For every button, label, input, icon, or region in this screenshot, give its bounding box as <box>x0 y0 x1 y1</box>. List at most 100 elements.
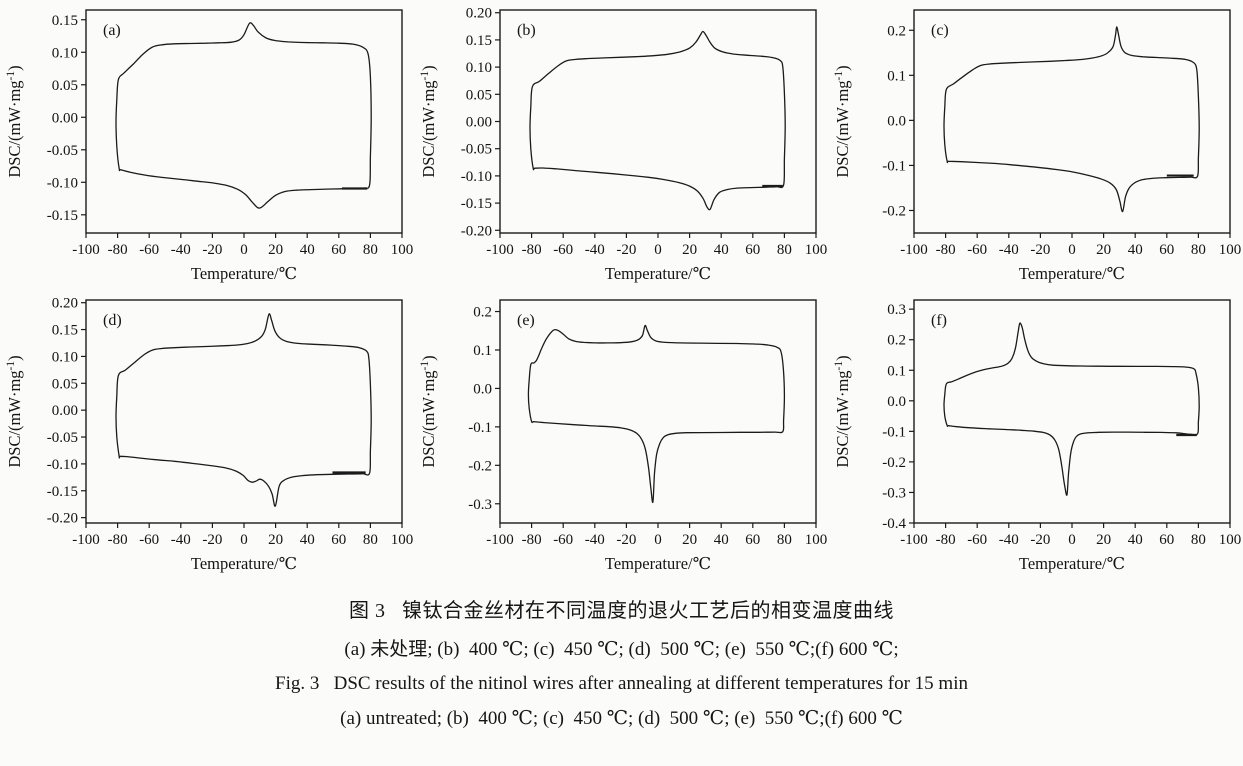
svg-text:DSC/(mW·mg-1): DSC/(mW·mg-1) <box>5 355 24 467</box>
svg-text:(d): (d) <box>103 312 122 329</box>
svg-text:20: 20 <box>682 532 697 548</box>
svg-text:20: 20 <box>1096 532 1111 548</box>
svg-text:-0.2: -0.2 <box>882 455 906 471</box>
svg-text:0.2: 0.2 <box>887 23 906 39</box>
svg-text:Temperature/℃: Temperature/℃ <box>191 554 297 573</box>
svg-text:40: 40 <box>300 242 315 258</box>
svg-text:-100: -100 <box>900 242 928 258</box>
svg-text:0.0: 0.0 <box>887 394 906 410</box>
svg-text:60: 60 <box>331 242 346 258</box>
svg-text:0.10: 0.10 <box>52 45 78 61</box>
dsc-plot-f: -100 -80 -60 -40 -20 0 20 40 60 80 100 0.3 0.2 0.1 0.0… <box>833 299 1242 573</box>
svg-text:-40: -40 <box>585 532 605 548</box>
svg-text:-60: -60 <box>967 532 987 548</box>
svg-text:0: 0 <box>654 532 662 548</box>
svg-text:-60: -60 <box>139 242 159 258</box>
svg-text:-0.05: -0.05 <box>47 143 78 159</box>
panel-f: -100 -80 -60 -40 -20 0 20 40 60 80 100 0.3 0.2 0.1 0.0… <box>828 290 1242 580</box>
svg-text:-80: -80 <box>522 532 542 548</box>
caption-title-zh: 图 3 镍钛合金丝材在不同温度的退火工艺后的相变温度曲线 <box>349 600 894 622</box>
svg-text:-0.1: -0.1 <box>882 158 906 174</box>
svg-text:(f): (f) <box>931 312 947 329</box>
svg-text:-80: -80 <box>108 242 128 258</box>
svg-text:-60: -60 <box>139 532 159 548</box>
svg-text:20: 20 <box>682 242 697 258</box>
svg-text:40: 40 <box>1128 242 1143 258</box>
svg-text:40: 40 <box>300 532 315 548</box>
svg-text:(c): (c) <box>931 22 949 39</box>
svg-text:0.00: 0.00 <box>52 110 78 126</box>
svg-text:-0.3: -0.3 <box>882 485 906 501</box>
svg-text:80: 80 <box>363 242 378 258</box>
svg-text:0.05: 0.05 <box>52 78 78 94</box>
svg-text:80: 80 <box>1191 242 1206 258</box>
svg-text:-100: -100 <box>72 532 100 548</box>
svg-text:-100: -100 <box>486 532 514 548</box>
svg-text:-100: -100 <box>72 242 100 258</box>
svg-text:0.10: 0.10 <box>466 60 492 76</box>
svg-text:0.2: 0.2 <box>887 333 906 349</box>
svg-text:DSC/(mW·mg-1): DSC/(mW·mg-1) <box>833 355 852 467</box>
svg-text:80: 80 <box>1191 532 1206 548</box>
svg-text:0.15: 0.15 <box>466 33 492 49</box>
svg-text:Temperature/℃: Temperature/℃ <box>1019 554 1125 573</box>
svg-text:100: 100 <box>1219 532 1242 548</box>
svg-text:-0.10: -0.10 <box>461 169 492 185</box>
svg-text:-0.15: -0.15 <box>461 196 492 212</box>
svg-text:0.05: 0.05 <box>466 87 492 103</box>
svg-text:-0.2: -0.2 <box>468 458 492 474</box>
svg-text:-20: -20 <box>616 242 636 258</box>
svg-text:DSC/(mW·mg-1): DSC/(mW·mg-1) <box>833 65 852 177</box>
svg-text:100: 100 <box>805 532 828 548</box>
svg-text:0: 0 <box>1068 532 1076 548</box>
svg-text:-100: -100 <box>486 242 514 258</box>
dsc-plot-b: -100 -80 -60 -40 -20 0 20 40 60 80 100 0.20 0.15 0.10… <box>419 6 828 283</box>
svg-text:-40: -40 <box>171 242 191 258</box>
svg-text:-80: -80 <box>936 242 956 258</box>
svg-text:60: 60 <box>1159 532 1174 548</box>
svg-text:Temperature/℃: Temperature/℃ <box>605 264 711 283</box>
svg-text:-100: -100 <box>900 532 928 548</box>
svg-text:100: 100 <box>805 242 828 258</box>
svg-text:0.1: 0.1 <box>887 363 906 379</box>
svg-text:60: 60 <box>1159 242 1174 258</box>
panel-c: -100 -80 -60 -40 -20 0 20 40 60 80 100 0.2 0.1 0.0 -0.… <box>828 0 1242 290</box>
svg-text:40: 40 <box>1128 532 1143 548</box>
svg-text:0.20: 0.20 <box>52 296 78 312</box>
svg-text:60: 60 <box>745 242 760 258</box>
svg-text:0.15: 0.15 <box>52 323 78 339</box>
svg-text:-80: -80 <box>108 532 128 548</box>
svg-text:-60: -60 <box>967 242 987 258</box>
svg-text:-0.4: -0.4 <box>882 516 906 532</box>
svg-text:-20: -20 <box>1030 532 1050 548</box>
svg-text:-40: -40 <box>585 242 605 258</box>
figure-panels: -100 -80 -60 -40 -20 0 20 40 60 80 100 0.15 0.10 0.05… <box>0 0 1242 580</box>
svg-text:0: 0 <box>654 242 662 258</box>
svg-text:100: 100 <box>1219 242 1242 258</box>
svg-text:80: 80 <box>363 532 378 548</box>
svg-text:100: 100 <box>391 242 414 258</box>
svg-text:80: 80 <box>777 242 792 258</box>
panel-a: -100 -80 -60 -40 -20 0 20 40 60 80 100 0.15 0.10 0.05… <box>0 0 414 290</box>
svg-text:-20: -20 <box>202 242 222 258</box>
svg-text:-80: -80 <box>936 532 956 548</box>
svg-text:Temperature/℃: Temperature/℃ <box>191 264 297 283</box>
svg-text:0.20: 0.20 <box>466 6 492 22</box>
figure-caption: 图 3 镍钛合金丝材在不同温度的退火工艺后的相变温度曲线 (a) 未处理; (b… <box>0 594 1243 730</box>
svg-text:-40: -40 <box>999 532 1019 548</box>
svg-text:0.00: 0.00 <box>52 403 78 419</box>
svg-text:60: 60 <box>331 532 346 548</box>
svg-text:-0.2: -0.2 <box>882 203 906 219</box>
svg-text:-40: -40 <box>171 532 191 548</box>
svg-text:-0.1: -0.1 <box>468 420 492 436</box>
svg-text:-20: -20 <box>616 532 636 548</box>
svg-text:0.15: 0.15 <box>52 13 78 29</box>
caption-panels-en: (a) untreated; (b) 400 ℃; (c) 450 ℃; (d)… <box>340 708 903 729</box>
svg-text:-0.10: -0.10 <box>47 175 78 191</box>
svg-text:0: 0 <box>240 532 248 548</box>
svg-text:0.10: 0.10 <box>52 349 78 365</box>
svg-text:80: 80 <box>777 532 792 548</box>
svg-text:-60: -60 <box>553 532 573 548</box>
svg-text:DSC/(mW·mg-1): DSC/(mW·mg-1) <box>419 65 438 177</box>
